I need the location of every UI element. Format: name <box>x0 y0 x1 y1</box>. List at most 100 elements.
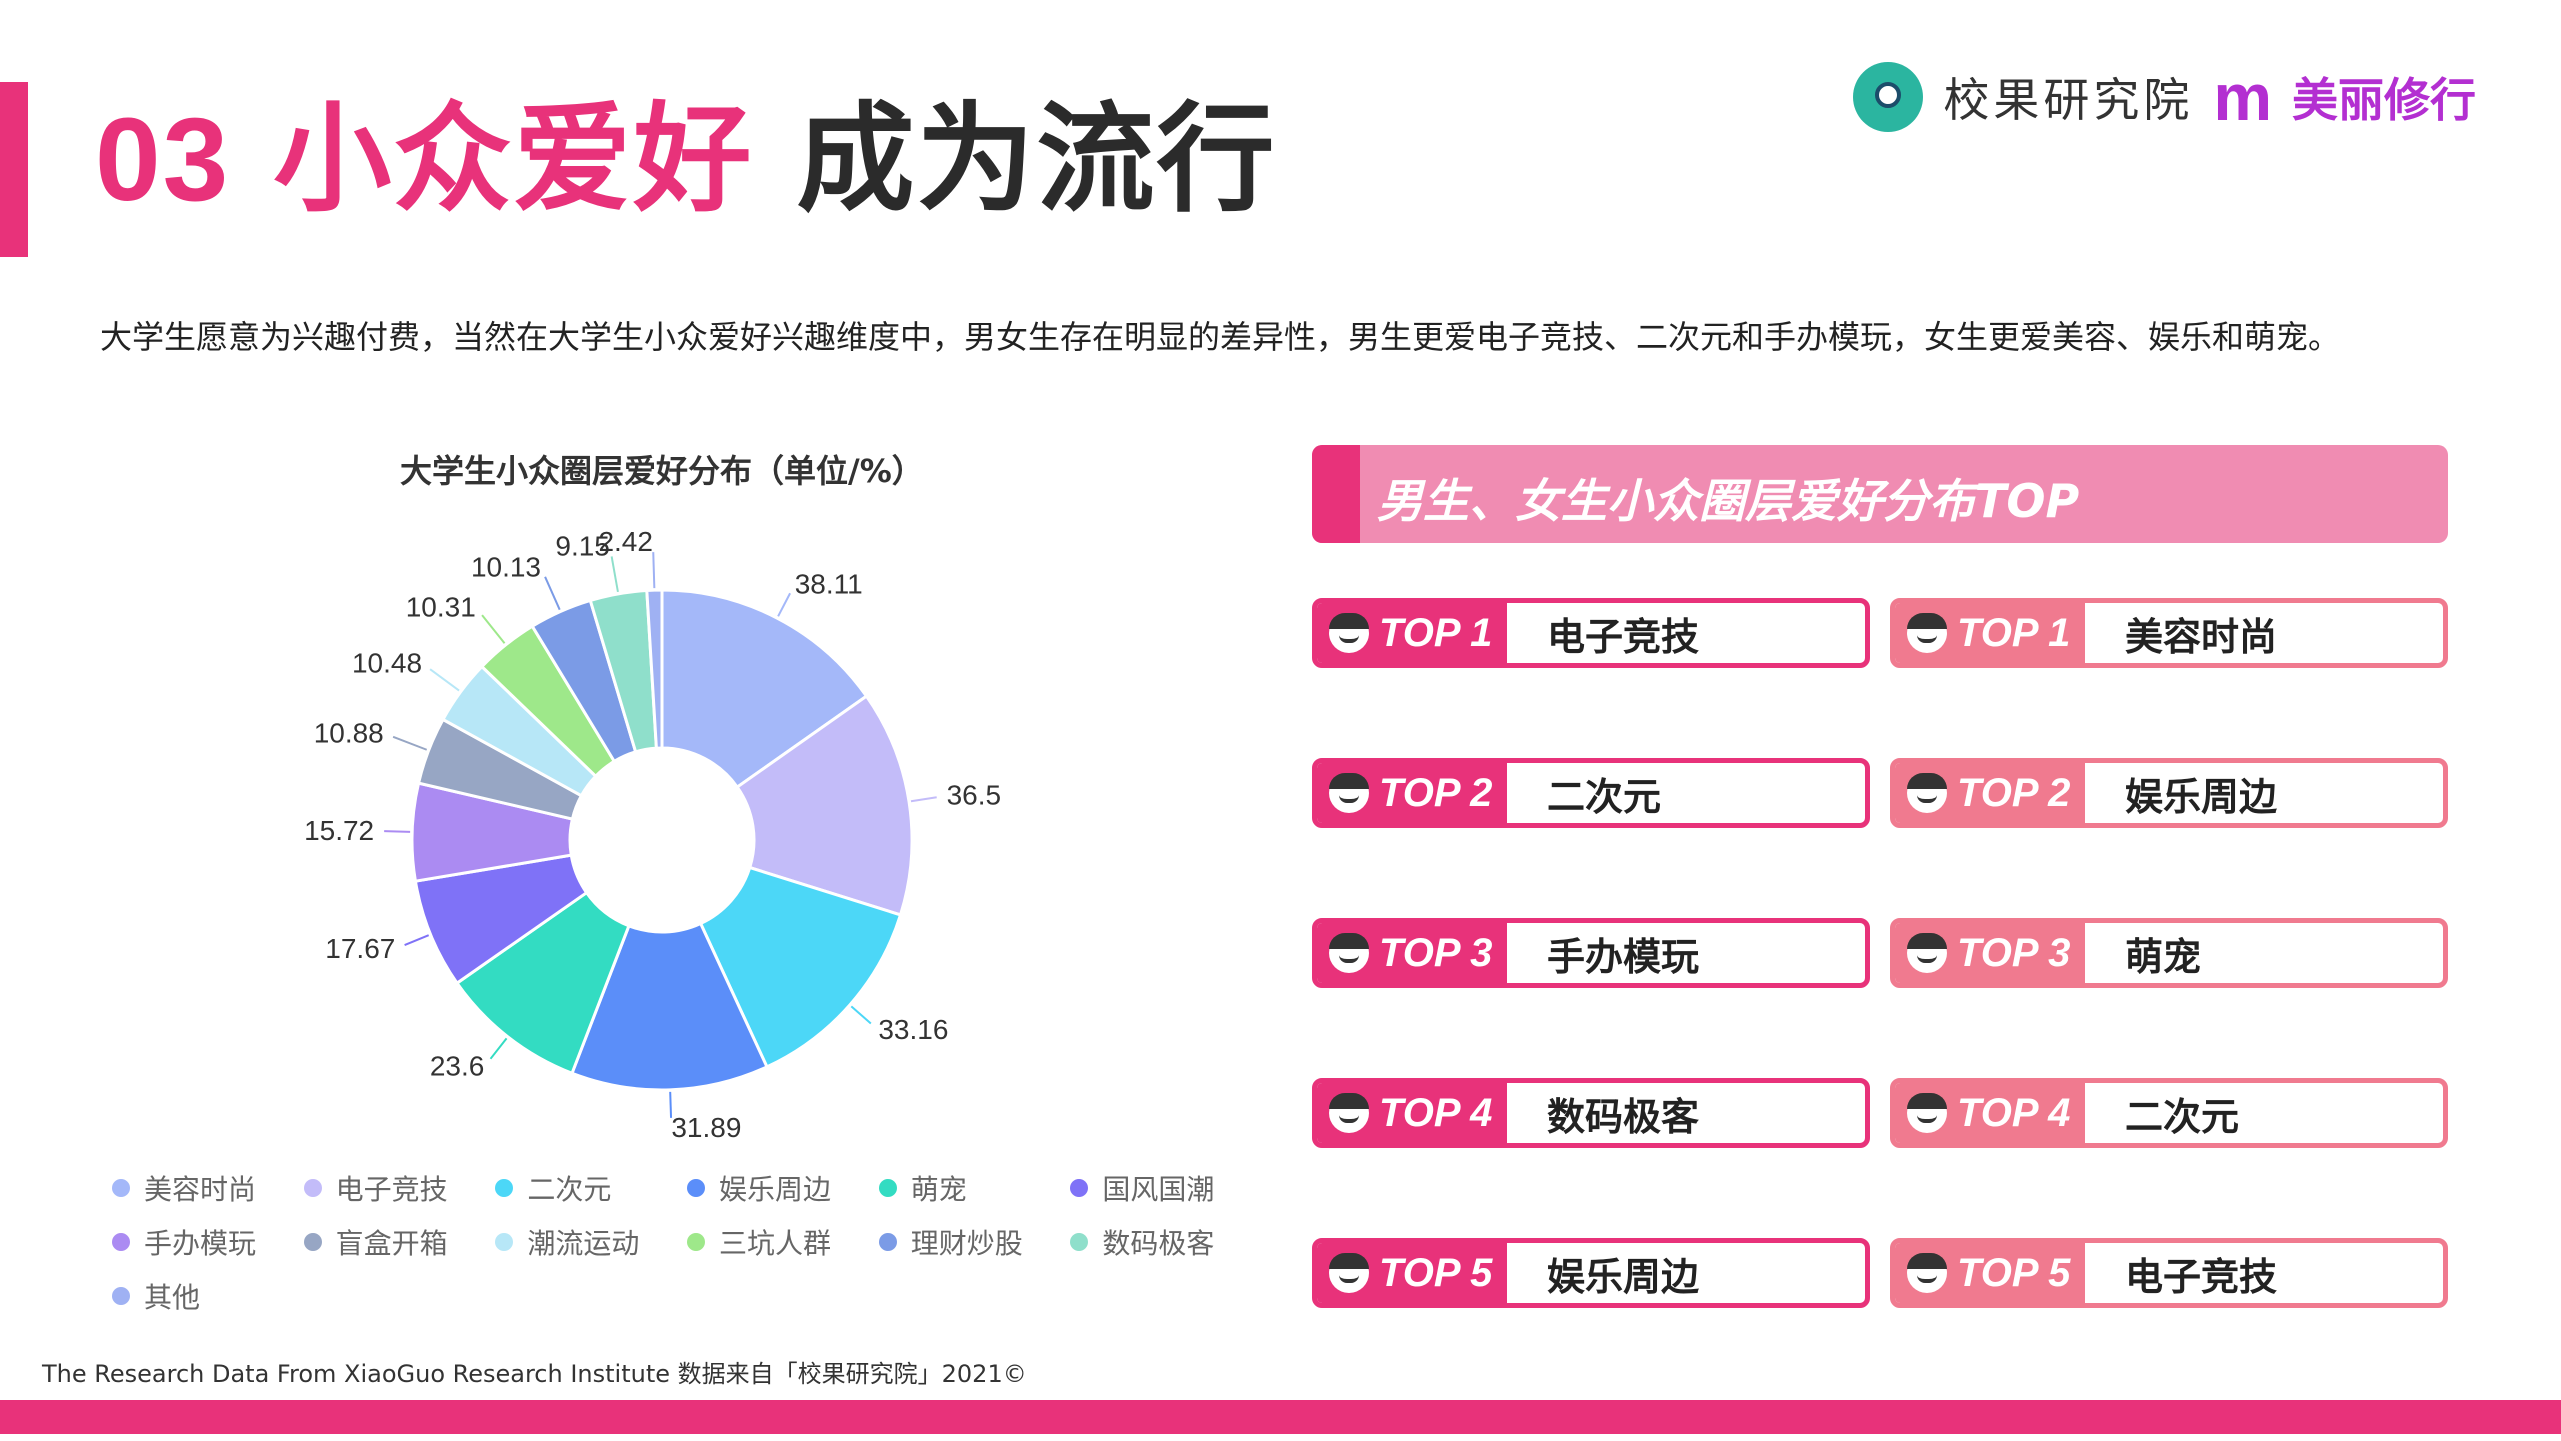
legend-item: 萌宠 <box>878 1168 1071 1208</box>
chart-legend: 美容时尚 电子竞技 二次元 娱乐周边 萌宠 国风国潮 手办模玩 盲盒开箱 潮流运动 三坑人群 理财炒… <box>112 1168 1262 1330</box>
pie-slice <box>454 890 631 1076</box>
rank-hobby-name: 娱乐周边 <box>2125 774 2278 819</box>
legend-item: 潮流运动 <box>495 1222 687 1262</box>
legend-swatch <box>687 1233 706 1251</box>
legend-item: 二次元 <box>495 1168 687 1208</box>
rank-tag-label: TOP 2 <box>1379 770 1493 815</box>
data-label: 31.89 <box>671 1112 741 1143</box>
face-icon <box>1329 773 1369 813</box>
legend-item: 三坑人群 <box>687 1222 879 1262</box>
data-label: 36.5 <box>947 780 1002 811</box>
legend-swatch <box>112 1233 130 1251</box>
legend-swatch <box>1070 1179 1089 1197</box>
rank-hobby-name: 萌宠 <box>2125 934 2202 979</box>
face-icon <box>1329 1253 1369 1293</box>
title-rest: 成为流行 <box>796 90 1277 228</box>
rank-tag-label: TOP 4 <box>1957 1090 2071 1135</box>
face-icon <box>1329 933 1369 973</box>
face-icon <box>1907 1093 1947 1133</box>
legend-swatch <box>495 1179 514 1197</box>
female-rank-item: TOP 3 萌宠 <box>1890 918 2448 988</box>
legend-item: 手办模玩 <box>112 1222 304 1262</box>
ranking-banner-title: 男生、女生小众圈层爱好分布TOP <box>1377 474 2080 528</box>
legend-label: 三坑人群 <box>719 1227 832 1260</box>
female-rank-item: TOP 1 美容时尚 <box>1890 598 2448 668</box>
label-leader-line <box>404 934 430 946</box>
male-rank-item: TOP 4 数码极客 <box>1312 1078 1870 1148</box>
label-leader-line <box>610 556 619 593</box>
data-label: 17.67 <box>325 933 395 964</box>
face-icon <box>1329 613 1369 653</box>
legend-swatch <box>878 1233 897 1251</box>
rank-hobby-name: 电子竞技 <box>1547 614 1700 659</box>
legend-swatch <box>878 1179 897 1197</box>
rank-tag-label: TOP 1 <box>1379 610 1493 655</box>
rank-tag: TOP 4 <box>1895 1083 2085 1143</box>
title-accent-bar <box>0 82 28 257</box>
data-label: 10.88 <box>314 717 384 748</box>
legend-swatch <box>687 1179 706 1197</box>
title-highlight: 小众爱好 <box>273 90 754 228</box>
legend-row: 其他 <box>112 1276 1262 1316</box>
logo: 校果研究院 m 美丽修行 <box>1853 62 2476 132</box>
legend-row: 美容时尚 电子竞技 二次元 娱乐周边 萌宠 国风国潮 <box>112 1168 1262 1208</box>
legend-label: 盲盒开箱 <box>335 1227 448 1260</box>
legend-item: 电子竞技 <box>303 1168 496 1208</box>
legend-label: 潮流运动 <box>527 1227 640 1260</box>
rank-tag-label: TOP 2 <box>1957 770 2071 815</box>
legend-item: 美容时尚 <box>112 1168 304 1208</box>
rank-tag-label: TOP 5 <box>1379 1250 1493 1295</box>
label-leader-line <box>429 668 460 692</box>
footer-source: The Research Data From XiaoGuo Research … <box>42 1360 1027 1388</box>
data-label: 23.6 <box>430 1051 485 1082</box>
face-icon <box>1907 1253 1947 1293</box>
rank-hobby-name: 电子竞技 <box>2125 1254 2278 1299</box>
label-leader-line <box>850 1005 872 1025</box>
data-label: 38.11 <box>795 568 863 599</box>
rank-hobby-name: 二次元 <box>1547 774 1662 819</box>
pie-slice <box>698 865 903 1069</box>
data-label: 10.13 <box>471 552 541 583</box>
logo-name: 校果研究院 <box>1943 73 2194 127</box>
legend-label: 手办模玩 <box>144 1227 257 1260</box>
brand-name: 美丽修行 <box>2292 73 2476 127</box>
female-rank-item: TOP 4 二次元 <box>1890 1078 2448 1148</box>
section-number: 03 <box>95 94 231 226</box>
label-leader-line <box>392 735 428 751</box>
legend-swatch <box>112 1179 130 1197</box>
rank-tag: TOP 3 <box>1895 923 2085 983</box>
donut-chart: 38.11 36.5 33.16 31.89 23.6 17.67 15.72 10.88 10… <box>304 526 1002 1143</box>
rank-tag: TOP 5 <box>1317 1243 1507 1303</box>
page-title: 03 小众爱好 成为流行 <box>95 100 1276 219</box>
data-label: 15.72 <box>304 815 374 846</box>
legend-label: 萌宠 <box>910 1173 967 1206</box>
rank-hobby-name: 美容时尚 <box>2125 614 2278 659</box>
chart-title: 大学生小众圈层爱好分布（单位/%） <box>400 452 924 490</box>
legend-item: 其他 <box>112 1276 317 1316</box>
legend-label: 理财炒股 <box>910 1227 1023 1260</box>
description-text: 大学生愿意为兴趣付费，当然在大学生小众爱好兴趣维度中，男女生存在明显的差异性，男… <box>100 318 2341 356</box>
rank-hobby-name: 娱乐周边 <box>1547 1254 1700 1299</box>
legend-swatch <box>495 1233 514 1251</box>
legend-label: 美容时尚 <box>144 1173 257 1206</box>
rank-tag: TOP 1 <box>1895 603 2085 663</box>
rank-tag: TOP 2 <box>1317 763 1507 823</box>
male-rank-item: TOP 3 手办模玩 <box>1312 918 1870 988</box>
legend-item: 盲盒开箱 <box>303 1222 496 1262</box>
female-rank-item: TOP 2 娱乐周边 <box>1890 758 2448 828</box>
label-leader-line <box>544 576 561 611</box>
label-leader-line <box>652 552 656 589</box>
data-label: 10.48 <box>352 647 422 678</box>
rank-tag-label: TOP 5 <box>1957 1250 2071 1295</box>
legend-item: 理财炒股 <box>878 1222 1071 1262</box>
face-icon <box>1907 933 1947 973</box>
legend-swatch <box>112 1287 130 1305</box>
data-label: 33.16 <box>878 1014 948 1045</box>
ranking-banner: 男生、女生小众圈层爱好分布TOP <box>1312 445 2448 543</box>
rank-tag: TOP 3 <box>1317 923 1507 983</box>
rank-hobby-name: 数码极客 <box>1547 1094 1700 1139</box>
legend-swatch <box>303 1233 322 1251</box>
face-icon <box>1329 1093 1369 1133</box>
rank-tag: TOP 2 <box>1895 763 2085 823</box>
data-label: 2.42 <box>598 526 653 557</box>
